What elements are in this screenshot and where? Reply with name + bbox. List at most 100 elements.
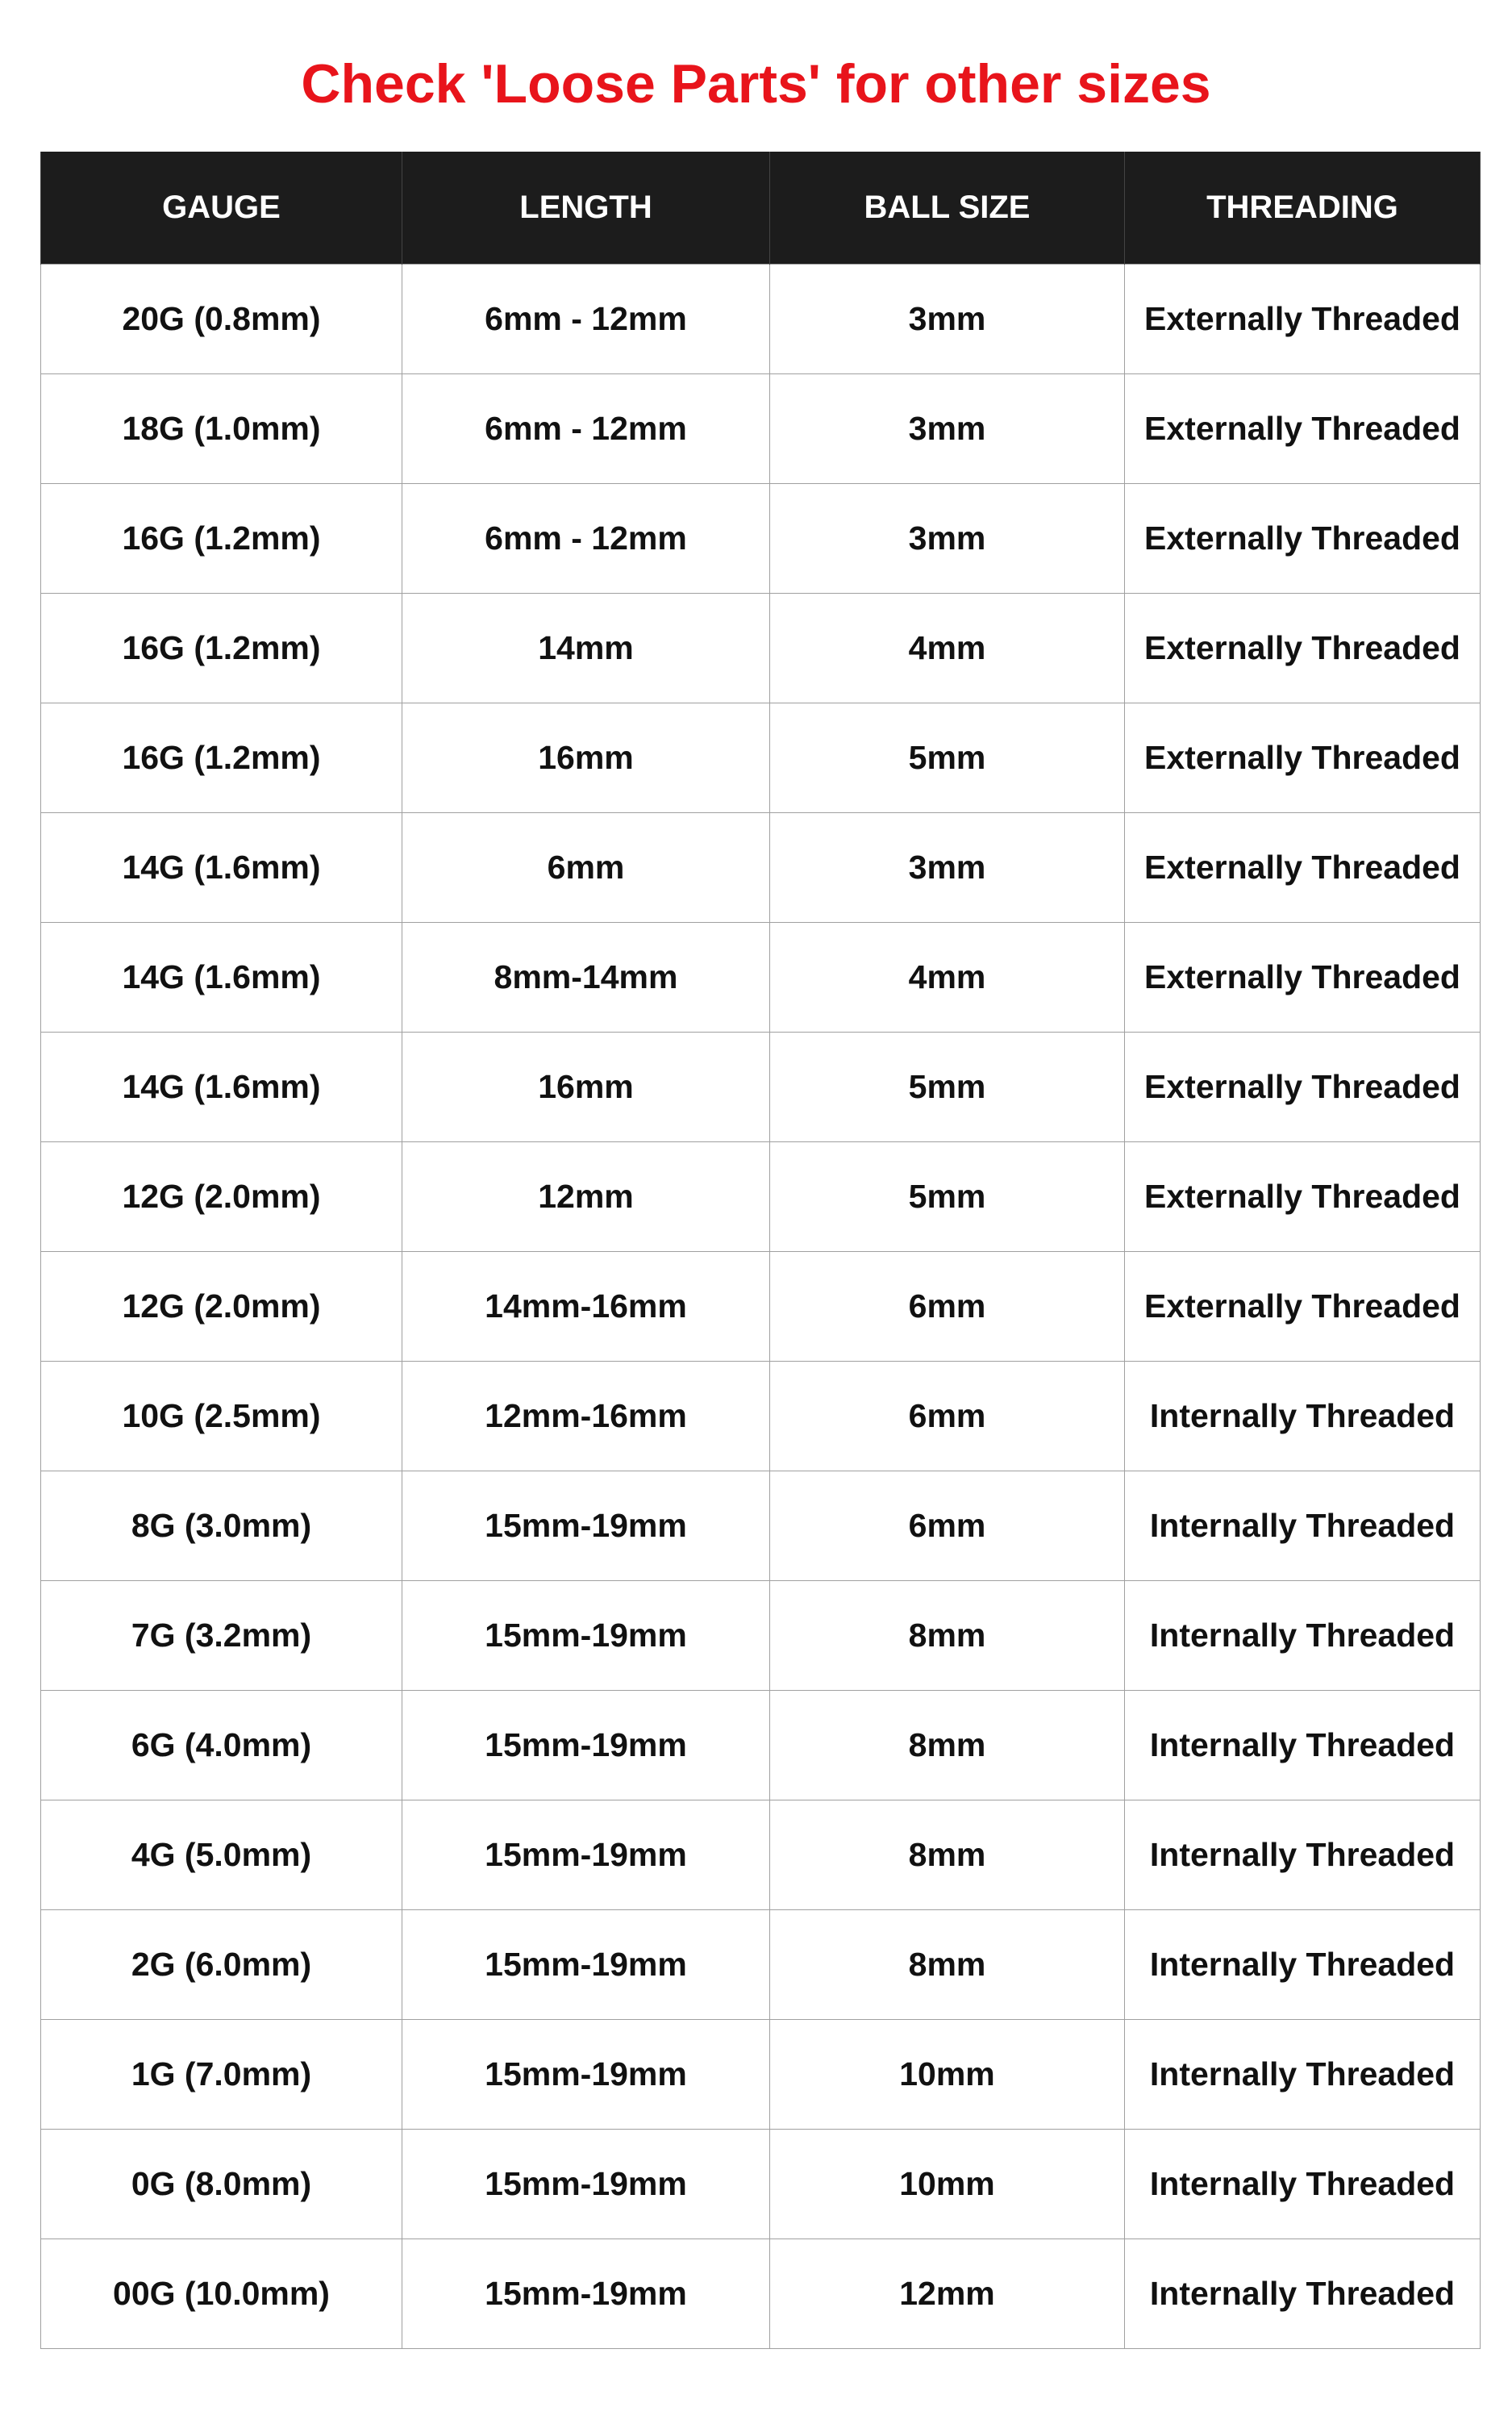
threading-cell: Externally Threaded	[1124, 703, 1481, 813]
ball-size-cell: 4mm	[769, 593, 1125, 703]
ball-size-cell: 8mm	[769, 1580, 1125, 1691]
table-row: 16G (1.2mm) 6mm - 12mm 3mm Externally Threa…	[40, 483, 1481, 594]
table-header-row: GAUGE LENGTH BALL SIZE THREADING	[40, 152, 1481, 265]
threading-cell: Internally Threaded	[1124, 1800, 1481, 1910]
ball-size-cell: 10mm	[769, 2129, 1125, 2239]
threading-cell: Externally Threaded	[1124, 922, 1481, 1033]
threading-cell: Externally Threaded	[1124, 264, 1481, 374]
header-gauge: GAUGE	[40, 152, 402, 265]
threading-cell: Externally Threaded	[1124, 373, 1481, 484]
threading-cell: Externally Threaded	[1124, 1032, 1481, 1142]
length-cell: 15mm-19mm	[402, 1909, 770, 2020]
table-row: 14G (1.6mm) 8mm-14mm 4mm Externally Threade…	[40, 922, 1481, 1033]
length-cell: 16mm	[402, 1032, 770, 1142]
gauge-cell: 14G (1.6mm)	[40, 812, 402, 923]
gauge-cell: 12G (2.0mm)	[40, 1141, 402, 1252]
page-title: Check 'Loose Parts' for other sizes	[301, 53, 1211, 115]
ball-size-cell: 10mm	[769, 2019, 1125, 2130]
ball-size-cell: 6mm	[769, 1471, 1125, 1581]
table-row: 4G (5.0mm) 15mm-19mm 8mm Internally Threade…	[40, 1800, 1481, 1910]
threading-cell: Internally Threaded	[1124, 2129, 1481, 2239]
gauge-cell: 14G (1.6mm)	[40, 1032, 402, 1142]
threading-cell: Externally Threaded	[1124, 812, 1481, 923]
table-row: 0G (8.0mm) 15mm-19mm 10mm Internally Thread…	[40, 2129, 1481, 2239]
table-row: 7G (3.2mm) 15mm-19mm 8mm Internally Threade…	[40, 1580, 1481, 1691]
gauge-cell: 4G (5.0mm)	[40, 1800, 402, 1910]
table-row: 20G (0.8mm) 6mm - 12mm 3mm Externally Threa…	[40, 264, 1481, 374]
gauge-cell: 16G (1.2mm)	[40, 593, 402, 703]
gauge-cell: 2G (6.0mm)	[40, 1909, 402, 2020]
table-row: 12G (2.0mm) 14mm-16mm 6mm Externally Thread…	[40, 1251, 1481, 1362]
ball-size-cell: 3mm	[769, 483, 1125, 594]
gauge-cell: 6G (4.0mm)	[40, 1690, 402, 1800]
ball-size-cell: 3mm	[769, 264, 1125, 374]
threading-cell: Externally Threaded	[1124, 593, 1481, 703]
gauge-cell: 1G (7.0mm)	[40, 2019, 402, 2130]
gauge-cell: 8G (3.0mm)	[40, 1471, 402, 1581]
gauge-cell: 0G (8.0mm)	[40, 2129, 402, 2239]
ball-size-cell: 3mm	[769, 812, 1125, 923]
ball-size-cell: 5mm	[769, 703, 1125, 813]
ball-size-cell: 6mm	[769, 1361, 1125, 1471]
threading-cell: Internally Threaded	[1124, 1361, 1481, 1471]
table-row: 14G (1.6mm) 6mm 3mm Externally Threaded	[40, 812, 1481, 923]
length-cell: 6mm - 12mm	[402, 264, 770, 374]
size-chart-table: GAUGE LENGTH BALL SIZE THREADING 20G (0.…	[40, 152, 1481, 2349]
ball-size-cell: 8mm	[769, 1690, 1125, 1800]
table-row: 16G (1.2mm) 16mm 5mm Externally Threaded	[40, 703, 1481, 813]
header-ball-size: BALL SIZE	[769, 152, 1125, 265]
table-row: 14G (1.6mm) 16mm 5mm Externally Threaded	[40, 1032, 1481, 1142]
length-cell: 14mm-16mm	[402, 1251, 770, 1362]
length-cell: 16mm	[402, 703, 770, 813]
gauge-cell: 16G (1.2mm)	[40, 703, 402, 813]
length-cell: 15mm-19mm	[402, 1800, 770, 1910]
threading-cell: Internally Threaded	[1124, 2238, 1481, 2349]
table-row: 1G (7.0mm) 15mm-19mm 10mm Internally Thread…	[40, 2019, 1481, 2130]
gauge-cell: 20G (0.8mm)	[40, 264, 402, 374]
length-cell: 15mm-19mm	[402, 2238, 770, 2349]
length-cell: 12mm-16mm	[402, 1361, 770, 1471]
ball-size-cell: 6mm	[769, 1251, 1125, 1362]
length-cell: 6mm - 12mm	[402, 373, 770, 484]
table-row: 12G (2.0mm) 12mm 5mm Externally Threaded	[40, 1141, 1481, 1252]
ball-size-cell: 3mm	[769, 373, 1125, 484]
length-cell: 15mm-19mm	[402, 1471, 770, 1581]
threading-cell: Externally Threaded	[1124, 1251, 1481, 1362]
length-cell: 12mm	[402, 1141, 770, 1252]
table-row: 16G (1.2mm) 14mm 4mm Externally Threaded	[40, 593, 1481, 703]
table-row: 10G (2.5mm) 12mm-16mm 6mm Internally Thread…	[40, 1361, 1481, 1471]
table-row: 18G (1.0mm) 6mm - 12mm 3mm Externally Threa…	[40, 373, 1481, 484]
gauge-cell: 10G (2.5mm)	[40, 1361, 402, 1471]
threading-cell: Internally Threaded	[1124, 1909, 1481, 2020]
ball-size-cell: 12mm	[769, 2238, 1125, 2349]
threading-cell: Internally Threaded	[1124, 1471, 1481, 1581]
length-cell: 15mm-19mm	[402, 2129, 770, 2239]
ball-size-cell: 8mm	[769, 1909, 1125, 2020]
length-cell: 15mm-19mm	[402, 2019, 770, 2130]
gauge-cell: 18G (1.0mm)	[40, 373, 402, 484]
length-cell: 15mm-19mm	[402, 1690, 770, 1800]
gauge-cell: 00G (10.0mm)	[40, 2238, 402, 2349]
ball-size-cell: 8mm	[769, 1800, 1125, 1910]
gauge-cell: 14G (1.6mm)	[40, 922, 402, 1033]
table-row: 8G (3.0mm) 15mm-19mm 6mm Internally Threade…	[40, 1471, 1481, 1581]
header-threading: THREADING	[1124, 152, 1481, 265]
header-length: LENGTH	[402, 152, 770, 265]
threading-cell: Internally Threaded	[1124, 1690, 1481, 1800]
table-row: 00G (10.0mm) 15mm-19mm 12mm Internally Thre…	[40, 2238, 1481, 2349]
gauge-cell: 7G (3.2mm)	[40, 1580, 402, 1691]
length-cell: 8mm-14mm	[402, 922, 770, 1033]
gauge-cell: 12G (2.0mm)	[40, 1251, 402, 1362]
threading-cell: Externally Threaded	[1124, 1141, 1481, 1252]
length-cell: 6mm - 12mm	[402, 483, 770, 594]
table-row: 6G (4.0mm) 15mm-19mm 8mm Internally Threade…	[40, 1690, 1481, 1800]
length-cell: 15mm-19mm	[402, 1580, 770, 1691]
threading-cell: Externally Threaded	[1124, 483, 1481, 594]
ball-size-cell: 4mm	[769, 922, 1125, 1033]
ball-size-cell: 5mm	[769, 1032, 1125, 1142]
threading-cell: Internally Threaded	[1124, 2019, 1481, 2130]
length-cell: 14mm	[402, 593, 770, 703]
table-row: 2G (6.0mm) 15mm-19mm 8mm Internally Threade…	[40, 1909, 1481, 2020]
threading-cell: Internally Threaded	[1124, 1580, 1481, 1691]
length-cell: 6mm	[402, 812, 770, 923]
